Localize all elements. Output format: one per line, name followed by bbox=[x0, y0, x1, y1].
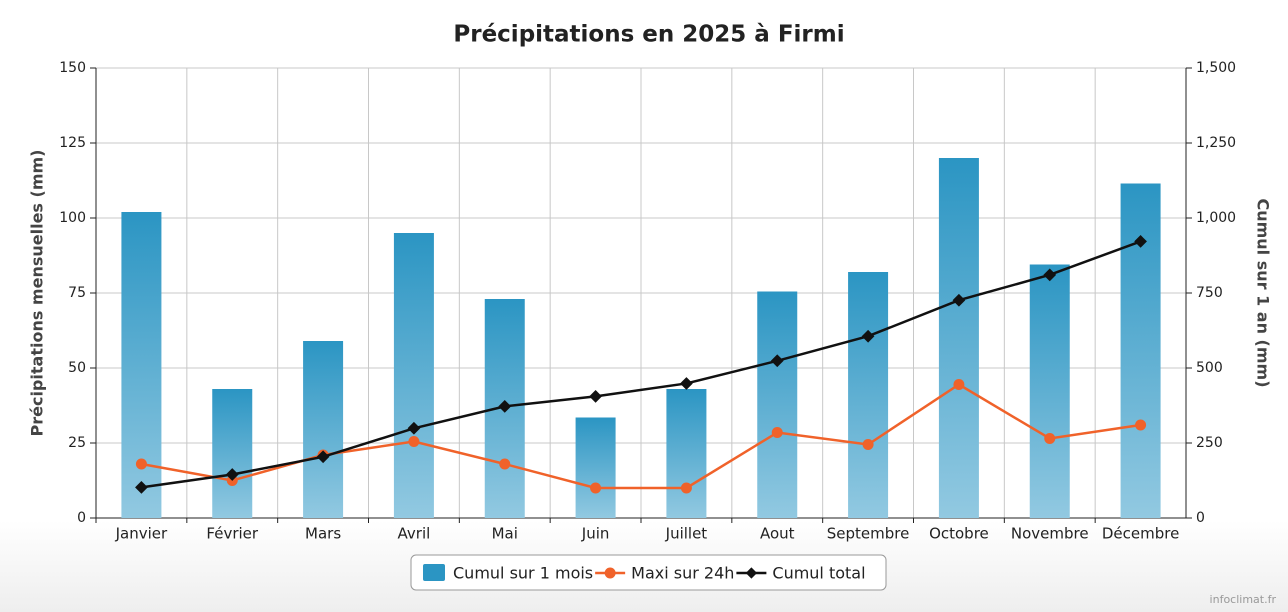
bar bbox=[1029, 264, 1070, 518]
y-tick-label: 125 bbox=[59, 135, 86, 151]
y2-tick-label: 1,000 bbox=[1196, 210, 1236, 226]
marker bbox=[225, 468, 239, 481]
marker bbox=[498, 400, 512, 413]
y2-tick-label: 0 bbox=[1196, 510, 1205, 526]
bar bbox=[575, 417, 616, 518]
marker bbox=[316, 450, 330, 464]
bar bbox=[212, 389, 253, 518]
marker bbox=[590, 482, 602, 494]
marker bbox=[771, 427, 783, 438]
marker bbox=[499, 458, 511, 470]
chart-title: Précipitations en 2025 à Firmi bbox=[453, 22, 844, 48]
marker bbox=[862, 439, 874, 450]
bar bbox=[666, 389, 707, 518]
legend-label: Cumul total bbox=[772, 564, 865, 583]
y-tick-label: 0 bbox=[77, 510, 86, 526]
legend-label: Maxi sur 24h bbox=[631, 564, 734, 583]
bar bbox=[393, 233, 434, 518]
y-tick-label: 100 bbox=[59, 210, 86, 226]
marker bbox=[408, 436, 420, 447]
legend-swatch bbox=[423, 564, 445, 581]
x-tick-label: Novembre bbox=[1011, 525, 1089, 543]
marker bbox=[135, 458, 147, 470]
y-tick-label: 50 bbox=[68, 360, 86, 376]
legend-box bbox=[410, 554, 887, 591]
y2-tick-label: 250 bbox=[1196, 435, 1223, 451]
watermark: infoclimat.fr bbox=[1210, 593, 1277, 606]
bar bbox=[938, 158, 979, 518]
x-tick-label: Juillet bbox=[665, 525, 708, 543]
x-tick-label: Mars bbox=[305, 525, 341, 543]
y2-axis-title: Cumul sur 1 an (mm) bbox=[1254, 198, 1273, 387]
y2-tick-label: 1,500 bbox=[1196, 60, 1236, 76]
marker bbox=[680, 482, 692, 494]
x-tick-label: Aout bbox=[760, 525, 795, 543]
bar bbox=[757, 291, 798, 518]
x-tick-label: Juin bbox=[581, 525, 610, 543]
x-tick-label: Octobre bbox=[929, 525, 989, 543]
x-tick-label: Mai bbox=[492, 525, 518, 543]
legend-marker bbox=[745, 567, 758, 579]
legend-label: Cumul sur 1 mois bbox=[453, 564, 593, 583]
y2-tick-label: 500 bbox=[1196, 360, 1223, 376]
y2-tick-label: 1,250 bbox=[1196, 135, 1236, 151]
marker bbox=[1135, 419, 1147, 431]
y-tick-label: 25 bbox=[68, 435, 86, 451]
x-tick-label: Janvier bbox=[115, 525, 168, 543]
x-tick-label: Février bbox=[206, 525, 258, 543]
y2-tick-label: 750 bbox=[1196, 285, 1223, 301]
y-tick-label: 75 bbox=[68, 285, 86, 301]
line bbox=[141, 240, 1142, 489]
marker bbox=[135, 481, 148, 494]
marker bbox=[407, 421, 421, 435]
y-axis-title: Précipitations mensuelles (mm) bbox=[28, 150, 47, 437]
bar bbox=[303, 341, 344, 518]
marker bbox=[953, 379, 965, 390]
marker bbox=[1044, 433, 1056, 444]
bar bbox=[121, 212, 162, 518]
bar bbox=[848, 272, 889, 518]
bar bbox=[1120, 183, 1161, 518]
legend-marker bbox=[604, 567, 616, 579]
x-tick-label: Avril bbox=[398, 525, 431, 543]
x-tick-label: Décembre bbox=[1102, 525, 1179, 543]
y-tick-label: 150 bbox=[59, 60, 86, 76]
x-tick-label: Septembre bbox=[827, 525, 910, 543]
